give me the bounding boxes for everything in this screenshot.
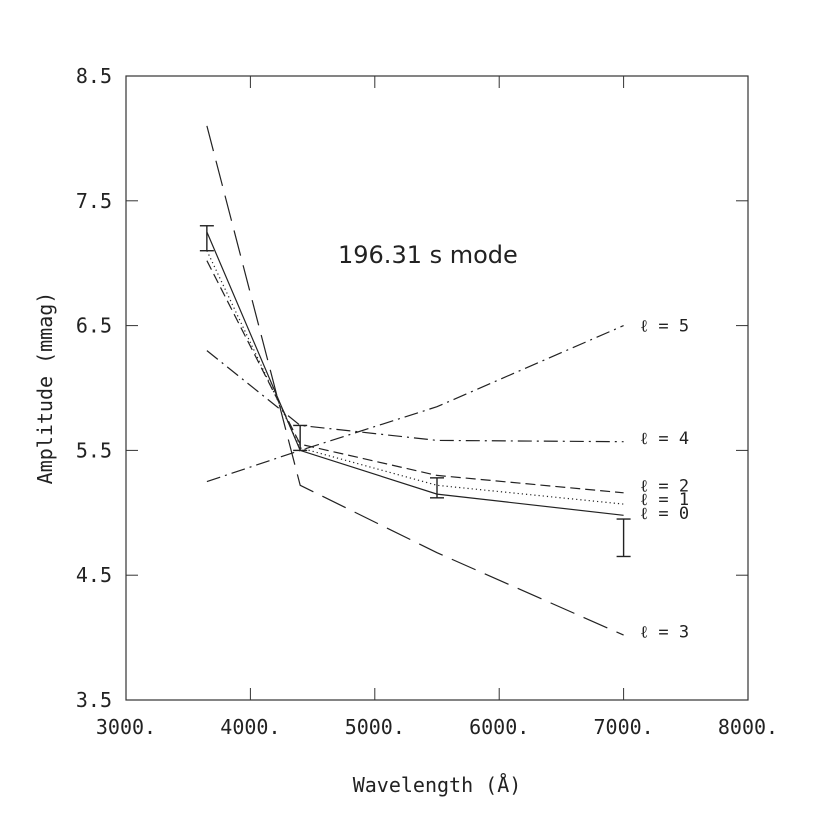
observed-errorbars bbox=[199, 225, 631, 558]
x-tick-label: 4000. bbox=[220, 715, 280, 739]
x-tick-label: 6000. bbox=[469, 715, 529, 739]
y-axis-label: Amplitude (mmag) bbox=[33, 292, 57, 485]
x-tick-label: 5000. bbox=[345, 715, 405, 739]
y-tick-label: 8.5 bbox=[76, 64, 112, 88]
series-line-l3 bbox=[206, 125, 624, 636]
series-label: ℓ = 2 bbox=[640, 476, 689, 496]
x-tick-label: 8000. bbox=[718, 715, 778, 739]
x-axis-label: Wavelength (Å) bbox=[353, 773, 522, 797]
y-tick-label: 7.5 bbox=[76, 189, 112, 213]
series-line-l4 bbox=[206, 350, 624, 443]
model-series bbox=[206, 125, 624, 636]
series-line-l2 bbox=[206, 260, 624, 494]
x-tick-label: 7000. bbox=[593, 715, 653, 739]
series-line-l0 bbox=[206, 231, 624, 516]
y-tick-label: 5.5 bbox=[76, 438, 112, 462]
series-label: ℓ = 1 bbox=[640, 490, 689, 510]
series-labels: ℓ = 5 ℓ = 4 ℓ = 2ℓ = 1ℓ = 0 ℓ = 3 bbox=[640, 317, 689, 643]
series-line-l1 bbox=[206, 250, 624, 505]
y-tick-label: 4.5 bbox=[76, 563, 112, 587]
chart-title: 196.31 s mode bbox=[338, 241, 518, 269]
series-label: ℓ = 0 bbox=[640, 504, 689, 524]
series-line-l5 bbox=[206, 325, 624, 483]
axis-ticks: 3000. 4000. 5000. 6000. 7000. 8000. 3.5 4.5 5.5 6… bbox=[76, 64, 778, 739]
series-label: ℓ = 3 bbox=[640, 622, 689, 642]
y-tick-label: 6.5 bbox=[76, 314, 112, 338]
plot-frame bbox=[125, 75, 749, 701]
y-tick-label: 3.5 bbox=[76, 688, 112, 712]
series-label: ℓ = 5 bbox=[640, 317, 689, 337]
x-tick-label: 3000. bbox=[96, 715, 156, 739]
series-label: ℓ = 4 bbox=[640, 429, 689, 449]
